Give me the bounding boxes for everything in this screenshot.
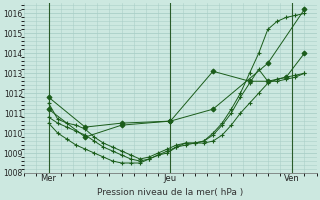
X-axis label: Pression niveau de la mer( hPa ): Pression niveau de la mer( hPa ) bbox=[97, 188, 244, 197]
